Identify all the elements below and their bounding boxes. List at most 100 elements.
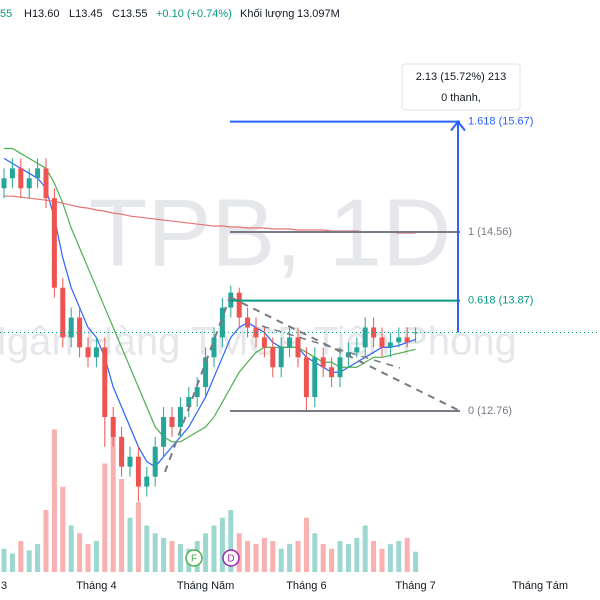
candle-body [119,436,125,467]
arrow-head [450,119,466,132]
volume-bar [345,544,351,572]
volume-bar [26,550,32,572]
candle-body [68,317,74,338]
fib-label: 1 (14.56) [468,226,512,238]
candle-body [102,347,108,417]
fib-label: 1.618 (15.67) [468,116,533,128]
volume-bar [1,548,7,572]
volume-bar [303,517,309,572]
candle-body [77,317,83,348]
candle-body [371,327,377,338]
candle-body [144,476,150,487]
header-low: L13.45 [69,8,103,20]
candle-body [404,337,410,343]
candle-body [18,168,24,189]
candle-body [127,456,133,467]
x-tick-label: Tháng Năm [177,580,234,592]
candle-body [278,347,284,368]
volume-bar [270,541,276,572]
candle-body [303,357,309,398]
measure-text: 2.13 (15.72%) 213 [416,71,507,83]
candle-body [35,168,41,179]
candle-body [9,168,15,179]
volume-bar [371,541,377,572]
candle-body [261,337,267,348]
candle-body [396,337,402,343]
volume-bar [60,486,66,572]
volume-bar [261,537,267,572]
measure-text: 0 thanh, [441,92,481,104]
header-volume-label: Khối lượng [240,8,294,20]
volume-bar [9,553,15,572]
volume-bar [144,525,150,572]
header: 55 H13.60 L13.45 C13.55 +0.10 (+0.74%) K… [0,8,340,20]
pattern-line [261,325,401,369]
candle-body [135,456,141,487]
volume-bar [177,544,183,572]
volume-bar [211,525,217,572]
header-high: H13.60 [24,8,59,20]
volume-bar [354,537,360,572]
candle-body [211,337,217,358]
event-marker [185,549,203,567]
x-tick-label: Tháng 6 [286,580,326,592]
candle-body [169,416,175,427]
candle-body [379,337,385,348]
x-tick-label: Tháng Tám [512,580,568,592]
moving-average [4,147,416,443]
event-marker [222,549,240,567]
volume-bar [337,541,343,572]
event-marker-label: F [191,554,197,565]
candle-body [93,347,99,358]
header-change: +0.10 (+0.74%) [156,8,232,20]
candle-body [295,337,301,358]
candle-body [51,198,57,288]
volume-bar [18,541,24,572]
candle-body [43,168,49,199]
candle-body [177,407,183,427]
candle-body [236,292,242,318]
volume-bar [278,548,284,572]
measure-box [401,63,521,111]
volume-bar [362,525,368,572]
volume-bar [287,544,293,572]
pattern-line [164,296,231,473]
volume-bar [51,429,57,572]
volume-bar [68,525,74,572]
volume-bar [127,517,133,572]
volume-bar [312,533,318,572]
header-volume: 13.097M [297,8,340,20]
volume-bar [329,548,335,572]
volume-bar [379,548,385,572]
candle-body [110,416,116,437]
candle-body [161,416,167,447]
candle-body [413,332,419,334]
candle-body [362,327,368,348]
volume-bar [102,463,108,572]
volume-bar [35,544,41,572]
volume-bar [295,541,301,572]
volume-bar [253,544,259,572]
volume-bar [152,533,158,572]
candle-body [270,347,276,368]
candle-body [219,307,225,338]
header-open: 55 [0,8,12,20]
candle-body [387,342,393,348]
candle-body [312,357,318,398]
candle-body [329,367,335,378]
event-marker-label: D [227,554,234,565]
candle-body [337,357,343,378]
volume-bar [320,544,326,572]
candle-body [320,357,326,368]
moving-average [3,157,416,468]
candle-body [60,287,66,338]
candle-body [287,337,293,348]
volume-bar [93,541,99,572]
volume-bar [219,517,225,572]
fib-label: 0.618 (13.87) [468,295,533,307]
candle-body [203,357,209,388]
volume-bar [77,533,83,572]
volume-bar [43,510,49,572]
volume-bar [203,533,209,572]
